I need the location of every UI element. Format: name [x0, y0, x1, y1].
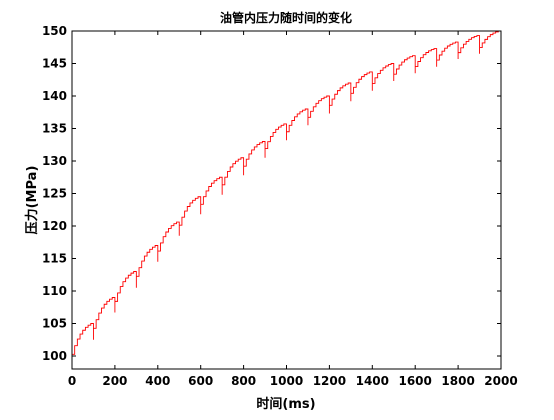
x-tick-label: 1000 [270, 374, 303, 388]
x-tick-label: 1800 [441, 374, 474, 388]
x-tick-label: 800 [231, 374, 256, 388]
x-tick-label: 400 [145, 374, 170, 388]
x-tick-label: 600 [188, 374, 213, 388]
x-tick-label: 0 [68, 374, 76, 388]
pressure-series-line [71, 30, 501, 366]
y-tick-label: 150 [42, 24, 67, 38]
y-axis-title: 压力(MPa) [24, 166, 40, 235]
x-tick-label: 200 [102, 374, 127, 388]
y-tick-label: 140 [42, 89, 67, 103]
chart-title: 油管内压力随时间的变化 [220, 10, 352, 25]
y-tick-label: 110 [42, 284, 67, 298]
x-tick-label: 1200 [313, 374, 346, 388]
y-tick-label: 105 [42, 317, 67, 331]
x-axis-title: 时间(ms) [256, 396, 315, 412]
plot-area: 0 200 400 600 800 1000 1200 1400 1600 1800 2000 100… [42, 24, 518, 388]
y-tick-label: 125 [42, 187, 67, 201]
y-tick-label: 145 [42, 57, 67, 71]
y-tick-label: 120 [42, 219, 67, 233]
x-tick-label: 1600 [398, 374, 431, 388]
x-tick-label: 1400 [356, 374, 389, 388]
y-tick-label: 115 [42, 252, 67, 266]
y-tick-label: 100 [42, 349, 67, 363]
y-tick-label: 135 [42, 122, 67, 136]
x-tick-label: 2000 [484, 374, 517, 388]
y-tick-label: 130 [42, 154, 67, 168]
